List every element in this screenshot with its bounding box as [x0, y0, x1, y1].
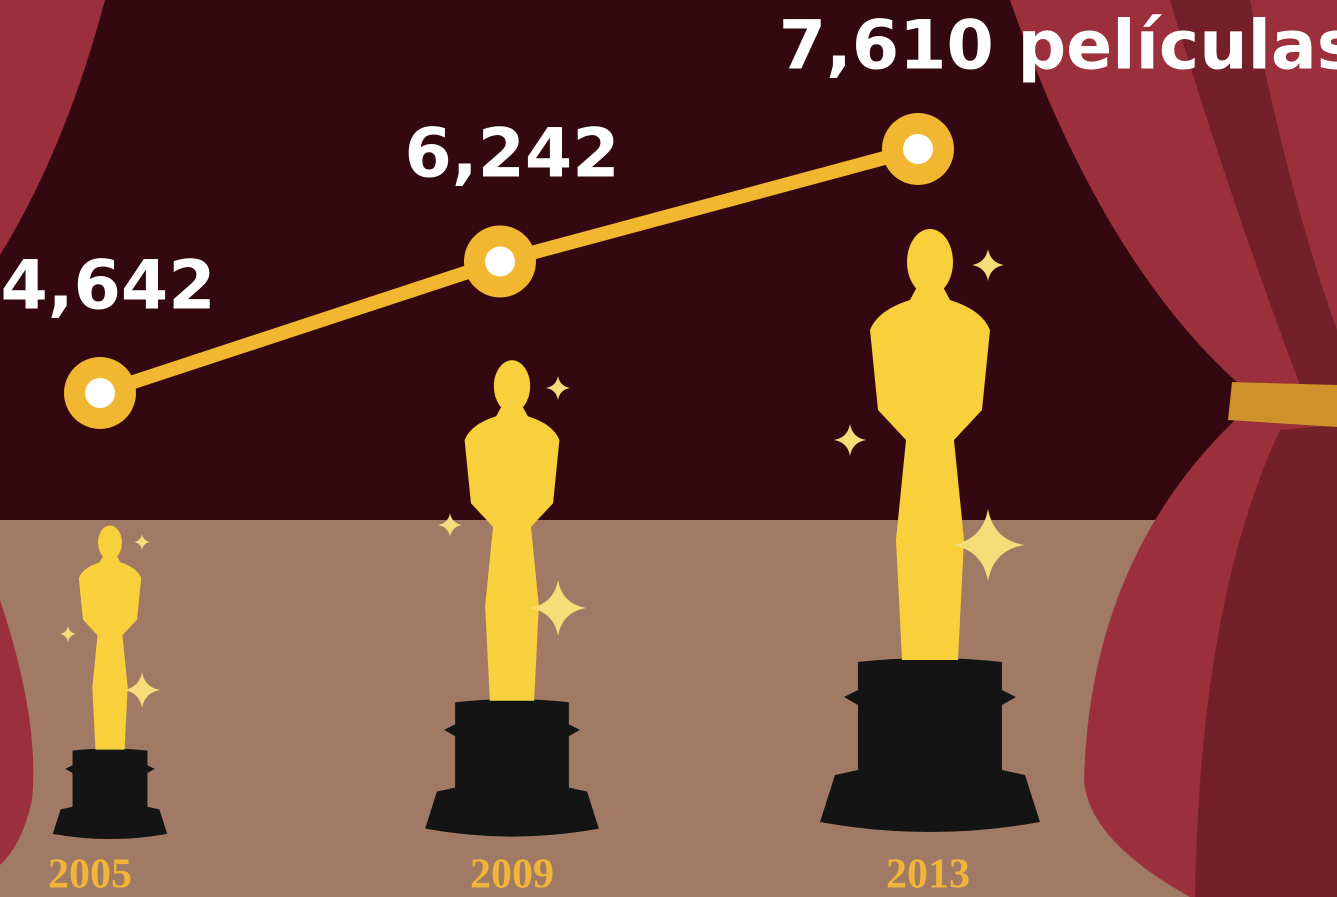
year-label: 2013 [886, 852, 970, 897]
data-point-center [903, 134, 933, 164]
data-point-center [85, 378, 115, 408]
curtain-right [1010, 0, 1337, 897]
value-label: 6,242 [404, 115, 619, 194]
year-label: 2009 [470, 852, 554, 897]
data-point-center [485, 246, 515, 277]
year-label: 2005 [48, 852, 132, 897]
curtain-left [0, 0, 105, 865]
value-label: 7,610 películas [779, 7, 1337, 86]
value-label: 4,642 [0, 247, 215, 326]
